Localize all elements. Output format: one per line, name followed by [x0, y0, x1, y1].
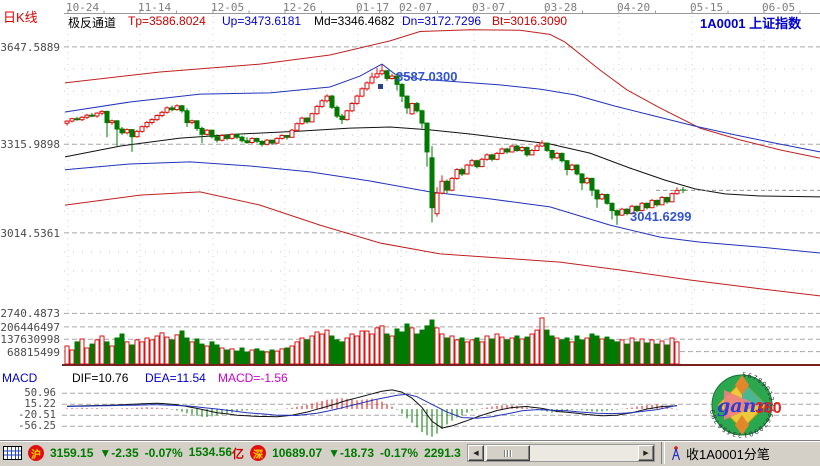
volume-axis-label: 206446497 [0, 321, 60, 334]
indicator-name[interactable]: 极反通道 [68, 16, 117, 30]
h-scrollbar[interactable]: ◀ ▶ [467, 444, 655, 462]
channel-line-bt [64, 191, 820, 297]
macd-axis-label: 15.22 [24, 398, 56, 410]
macd-axis-label: -20.51 [18, 409, 56, 421]
macd-axis-label: 50.96 [24, 387, 56, 399]
indicator-dn-value: Dn=3172.7296 [402, 14, 482, 28]
x-axis-label: 05-15 [690, 1, 724, 14]
symbol-title[interactable]: 1A0001 上证指数 [700, 16, 802, 31]
sh-turnover-value: 1534.56 [188, 444, 233, 459]
thumb-grip [504, 450, 512, 457]
chart-type-label: 日K线 [3, 10, 38, 25]
candles-layer [64, 64, 680, 225]
sh-change-pct: -0.07% [144, 446, 183, 460]
last-bar-marker [680, 187, 686, 193]
sz-change-pct: -0.17% [380, 446, 419, 460]
sh-turnover-unit: 亿 [232, 446, 245, 461]
price-axis-label: 2740.4873 [0, 307, 60, 320]
statusbar-divider [661, 442, 665, 464]
indicator-tp-value: Tp=3586.8024 [128, 14, 206, 28]
volume-axis-label: 68815499 [7, 346, 60, 359]
indicator-bt-value: Bt=3016.3090 [492, 14, 568, 28]
x-axis-label: 04-20 [617, 1, 651, 14]
x-axis-label: 12-05 [211, 1, 245, 14]
shanghai-market-icon[interactable]: 沪 [28, 445, 44, 461]
volume-baseline [62, 364, 820, 366]
price-axis-label: 3014.5361 [0, 227, 60, 240]
sh-turnover: 1534.56 亿 [189, 445, 244, 462]
x-axis-label: 01-17 [356, 1, 390, 14]
price-axis-label: 3315.9898 [0, 138, 60, 151]
sz-change: ▼-18.73 [328, 446, 375, 460]
macd-dea-value: DEA=11.54 [145, 371, 206, 385]
volume-axis-label: 137630998 [0, 333, 60, 346]
channel-line-tp [64, 29, 820, 159]
macd-value: MACD=-1.56 [218, 371, 288, 385]
sz-index: 10689.07 [272, 446, 323, 460]
indicator-md-value: Md=3346.4682 [314, 14, 395, 28]
scroll-right-button[interactable]: ▶ [638, 445, 654, 461]
keyboard-icon[interactable] [3, 445, 22, 461]
x-axis-label: 03-28 [544, 1, 578, 14]
peak-marker [378, 84, 383, 89]
x-axis-label: 10-24 [66, 1, 100, 14]
sz-turnover: 2291.3 [424, 446, 461, 460]
price-axis-label: 3647.5889 [0, 41, 60, 54]
indicator-up-value: Up=3473.6181 [222, 14, 302, 28]
macd-panel-title[interactable]: MACD [2, 371, 38, 385]
channel-line-dn [64, 161, 820, 254]
logo-number: 360 [755, 400, 782, 417]
market-summary: 沪 3159.15 ▼-2.35 -0.07% 1534.56 亿 深 10689… [3, 444, 461, 462]
shenzhen-market-icon[interactable]: 深 [250, 445, 267, 461]
antenna-icon [671, 446, 681, 461]
sh-index: 3159.15 [50, 446, 94, 460]
macd-dea-line [66, 393, 678, 419]
x-axis-label: 02-07 [399, 1, 433, 14]
macd-dif-value: DIF=10.76 [72, 371, 129, 385]
price-annotation: 3587.0300 [396, 69, 458, 84]
macd-dif-line [66, 389, 678, 429]
scroll-left-button[interactable]: ◀ [468, 445, 484, 461]
macd-axis-label: -56.25 [18, 420, 56, 432]
x-axis-label: 12-26 [283, 1, 317, 14]
volume-layer [64, 317, 680, 365]
x-axis-label: 06-05 [762, 1, 796, 14]
status-bar: 沪 3159.15 ▼-2.35 -0.07% 1534.56 亿 深 10689… [0, 440, 820, 466]
x-axis-label: 11-14 [138, 1, 172, 14]
scroll-thumb[interactable] [486, 445, 530, 461]
tick-mode-label: 收1A0001分笔 [686, 446, 770, 462]
x-axis-label: 03-07 [472, 1, 506, 14]
price-annotation: 3041.6299 [630, 209, 692, 224]
macd-layer [66, 389, 678, 437]
logo-word: gann [717, 395, 770, 417]
tick-mode-button[interactable]: 收1A0001分笔 [670, 444, 770, 462]
channel-line-up [64, 63, 820, 153]
sh-change: ▼-2.35 [99, 446, 139, 460]
